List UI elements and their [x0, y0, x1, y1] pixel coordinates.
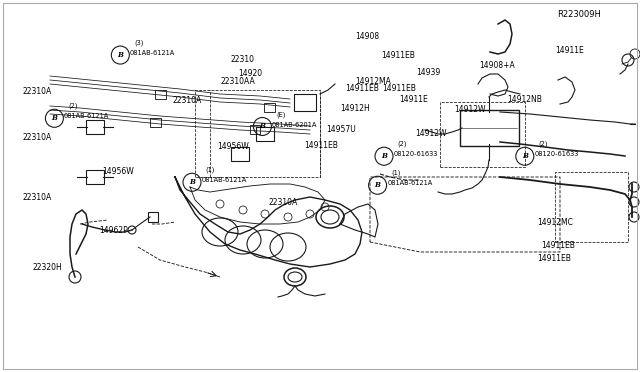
Text: 14911EB: 14911EB — [305, 141, 339, 150]
Text: 14957U: 14957U — [326, 125, 356, 134]
Text: 14911EB: 14911EB — [346, 84, 380, 93]
Text: B: B — [259, 122, 266, 131]
Text: 14911EB: 14911EB — [381, 51, 415, 60]
Text: B: B — [381, 152, 387, 160]
Text: 14939: 14939 — [416, 68, 440, 77]
Text: 14912W: 14912W — [415, 129, 446, 138]
Text: 08120-61633: 08120-61633 — [394, 151, 438, 157]
Text: 14908+A: 14908+A — [479, 61, 515, 70]
Text: B: B — [522, 152, 528, 160]
Text: 22320H: 22320H — [32, 263, 61, 272]
Text: (1): (1) — [205, 167, 215, 173]
Text: 14912MA: 14912MA — [355, 77, 391, 86]
Text: 08120-61633: 08120-61633 — [534, 151, 579, 157]
Text: 081AB-6121A: 081AB-6121A — [130, 50, 175, 56]
Text: 081AB-6121A: 081AB-6121A — [64, 113, 109, 119]
Text: B: B — [117, 51, 124, 59]
Text: 14911EB: 14911EB — [382, 84, 416, 93]
Text: 081AB-6201A: 081AB-6201A — [272, 122, 317, 128]
Text: 14912MC: 14912MC — [538, 218, 573, 227]
Text: 14912W: 14912W — [454, 105, 486, 114]
Text: (2): (2) — [397, 141, 407, 147]
Text: 14911E: 14911E — [556, 46, 584, 55]
Text: 14956W: 14956W — [102, 167, 134, 176]
Text: (E): (E) — [276, 111, 285, 118]
Text: 14962P: 14962P — [99, 226, 128, 235]
Text: 22310: 22310 — [230, 55, 254, 64]
Text: 14956W: 14956W — [218, 142, 250, 151]
Text: (2): (2) — [538, 141, 548, 147]
Text: R223009H: R223009H — [557, 10, 601, 19]
Text: 14911E: 14911E — [399, 95, 428, 104]
Text: B: B — [51, 114, 58, 122]
Text: (3): (3) — [134, 39, 143, 46]
Text: 081AB-6121A: 081AB-6121A — [202, 177, 247, 183]
Text: (1): (1) — [391, 170, 401, 176]
Text: (2): (2) — [68, 103, 77, 109]
Text: 14912H: 14912H — [340, 104, 370, 113]
Text: 14911EB: 14911EB — [538, 254, 572, 263]
Text: 22310A: 22310A — [22, 133, 52, 142]
Text: 081AB-6121A: 081AB-6121A — [387, 180, 433, 186]
Text: 22310A: 22310A — [269, 198, 298, 207]
Text: 22310A: 22310A — [22, 87, 52, 96]
Text: 14911EB: 14911EB — [541, 241, 575, 250]
Text: 22310AA: 22310AA — [221, 77, 255, 86]
Text: B: B — [189, 178, 195, 186]
Text: 14908: 14908 — [355, 32, 380, 41]
Text: 14920: 14920 — [238, 69, 262, 78]
Text: B: B — [374, 181, 381, 189]
Text: 22310A: 22310A — [22, 193, 52, 202]
Text: 22310A: 22310A — [173, 96, 202, 105]
Text: 14912NB: 14912NB — [508, 95, 542, 104]
